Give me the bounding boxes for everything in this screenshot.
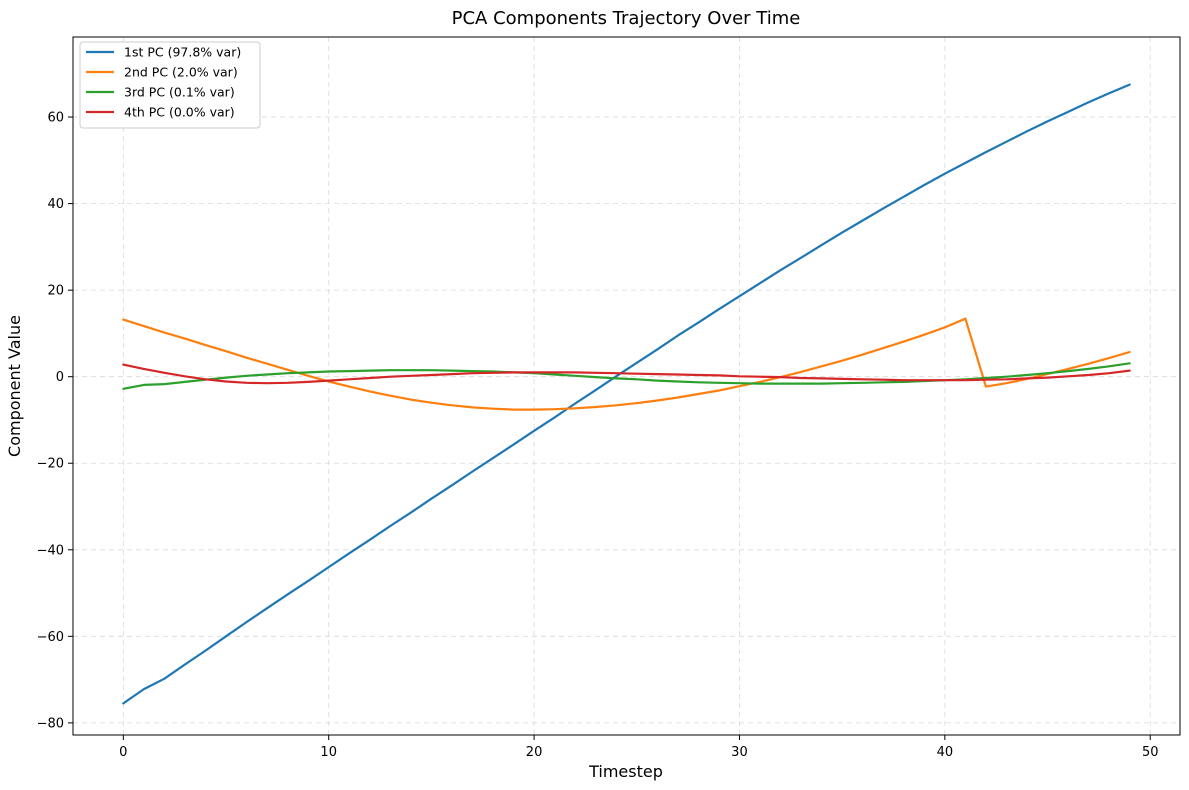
series-lines (122, 83, 1131, 705)
legend-label-2: 2nd PC (2.0% var) (124, 65, 238, 80)
y-tick-label: −60 (37, 630, 64, 645)
legend-label-1: 1st PC (97.8% var) (124, 45, 241, 60)
x-axis-label: Timestep (588, 762, 663, 781)
y-tick-label: −80 (37, 716, 64, 731)
y-tick-label: −40 (37, 543, 64, 558)
legend-label-4: 4th PC (0.0% var) (124, 105, 235, 120)
y-tick-label: 20 (47, 284, 64, 299)
x-tick-label: 0 (119, 745, 127, 760)
y-tick-label: 0 (56, 370, 64, 385)
x-tick-label: 20 (526, 745, 543, 760)
x-tick-label: 30 (731, 745, 748, 760)
y-tick-label: 60 (47, 111, 64, 126)
y-axis-ticks: −80 −60 −40 −20 0 20 40 60 (37, 111, 73, 731)
grid (73, 37, 1180, 735)
legend-label-3: 3rd PC (0.1% var) (124, 85, 235, 100)
y-tick-label: −20 (37, 457, 64, 472)
series-line-2 (122, 317, 1131, 411)
series-line-1 (122, 83, 1131, 705)
x-axis-ticks: 0 10 20 30 40 50 (119, 735, 1158, 760)
y-tick-label: 40 (47, 197, 64, 212)
x-tick-label: 50 (1142, 745, 1159, 760)
legend: 1st PC (97.8% var) 2nd PC (2.0% var) 3rd P… (79, 41, 261, 129)
y-axis-label: Component Value (5, 315, 24, 457)
series-line-4 (122, 363, 1131, 385)
chart-title: PCA Components Trajectory Over Time (452, 8, 801, 29)
series-line-3 (122, 362, 1131, 390)
legend-box (79, 41, 261, 129)
x-tick-label: 40 (937, 745, 954, 760)
x-tick-label: 10 (320, 745, 337, 760)
plot-frame (72, 36, 1181, 736)
